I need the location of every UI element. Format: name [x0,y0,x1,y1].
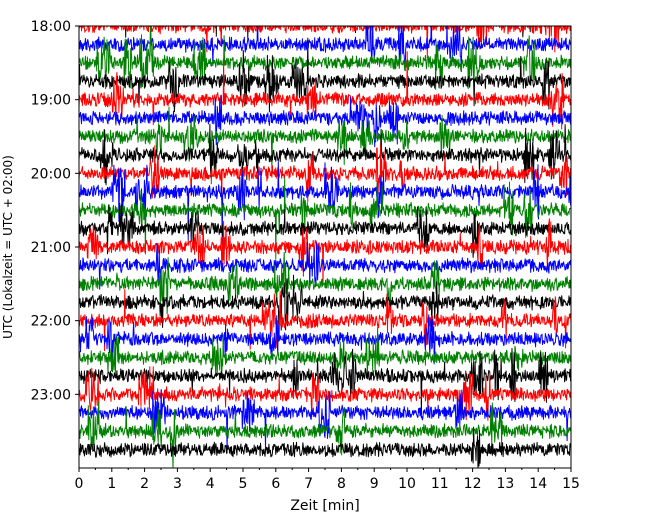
trace-line [79,123,571,186]
x-axis: 0 1 2 3 4 5 6 7 8 9 10 11 12 13 14 15 [75,468,580,492]
trace-line [79,289,571,352]
x-tick-label: 4 [206,476,215,492]
trace-line [79,218,571,286]
trace-line [79,348,571,416]
x-tick-label: 12 [464,476,482,492]
x-tick-label: 3 [173,476,182,492]
x-tick-label: 5 [239,476,248,492]
x-tick-label: 2 [140,476,149,492]
trace-line [124,26,555,40]
x-tick-label: 10 [398,476,416,492]
trace-line [79,37,571,113]
trace-line [79,26,571,90]
y-tick-label: 19:00 [31,93,71,109]
x-tick-label: 6 [271,476,280,492]
x-tick-label: 1 [107,476,116,492]
trace-line [79,326,571,381]
traces-group [79,26,571,468]
x-tick-label: 13 [496,476,514,492]
trace-line [79,51,571,130]
trace-line [79,177,571,260]
x-axis-label: Zeit [min] [290,498,359,514]
x-tick-label: 15 [562,476,580,492]
trace-line [79,26,571,73]
y-axis-label: UTC (Lokalzeit = UTC + 02:00) [1,155,15,339]
y-tick-label: 22:00 [31,314,71,330]
y-axis: 18:00 19:00 20:00 21:00 22:00 23:00 [31,19,79,403]
y-tick-label: 23:00 [31,387,71,403]
x-tick-label: 7 [304,476,313,492]
trace-line [79,426,571,468]
trace-line [79,314,571,368]
y-tick-label: 21:00 [31,240,71,256]
x-tick-label: 8 [337,476,346,492]
x-tick-label: 14 [529,476,547,492]
trace-line [79,202,571,258]
trace-line [79,251,571,315]
x-tick-label: 9 [370,476,379,492]
trace-line [79,26,571,59]
y-tick-label: 20:00 [31,166,71,182]
trace-line [79,94,571,148]
x-tick-label: 0 [75,476,84,492]
x-tick-label: 11 [431,476,449,492]
trace-line [79,161,571,245]
trace-line [79,389,571,454]
trace-line [79,274,571,332]
trace-line [79,401,571,468]
y-tick-label: 18:00 [31,19,71,35]
